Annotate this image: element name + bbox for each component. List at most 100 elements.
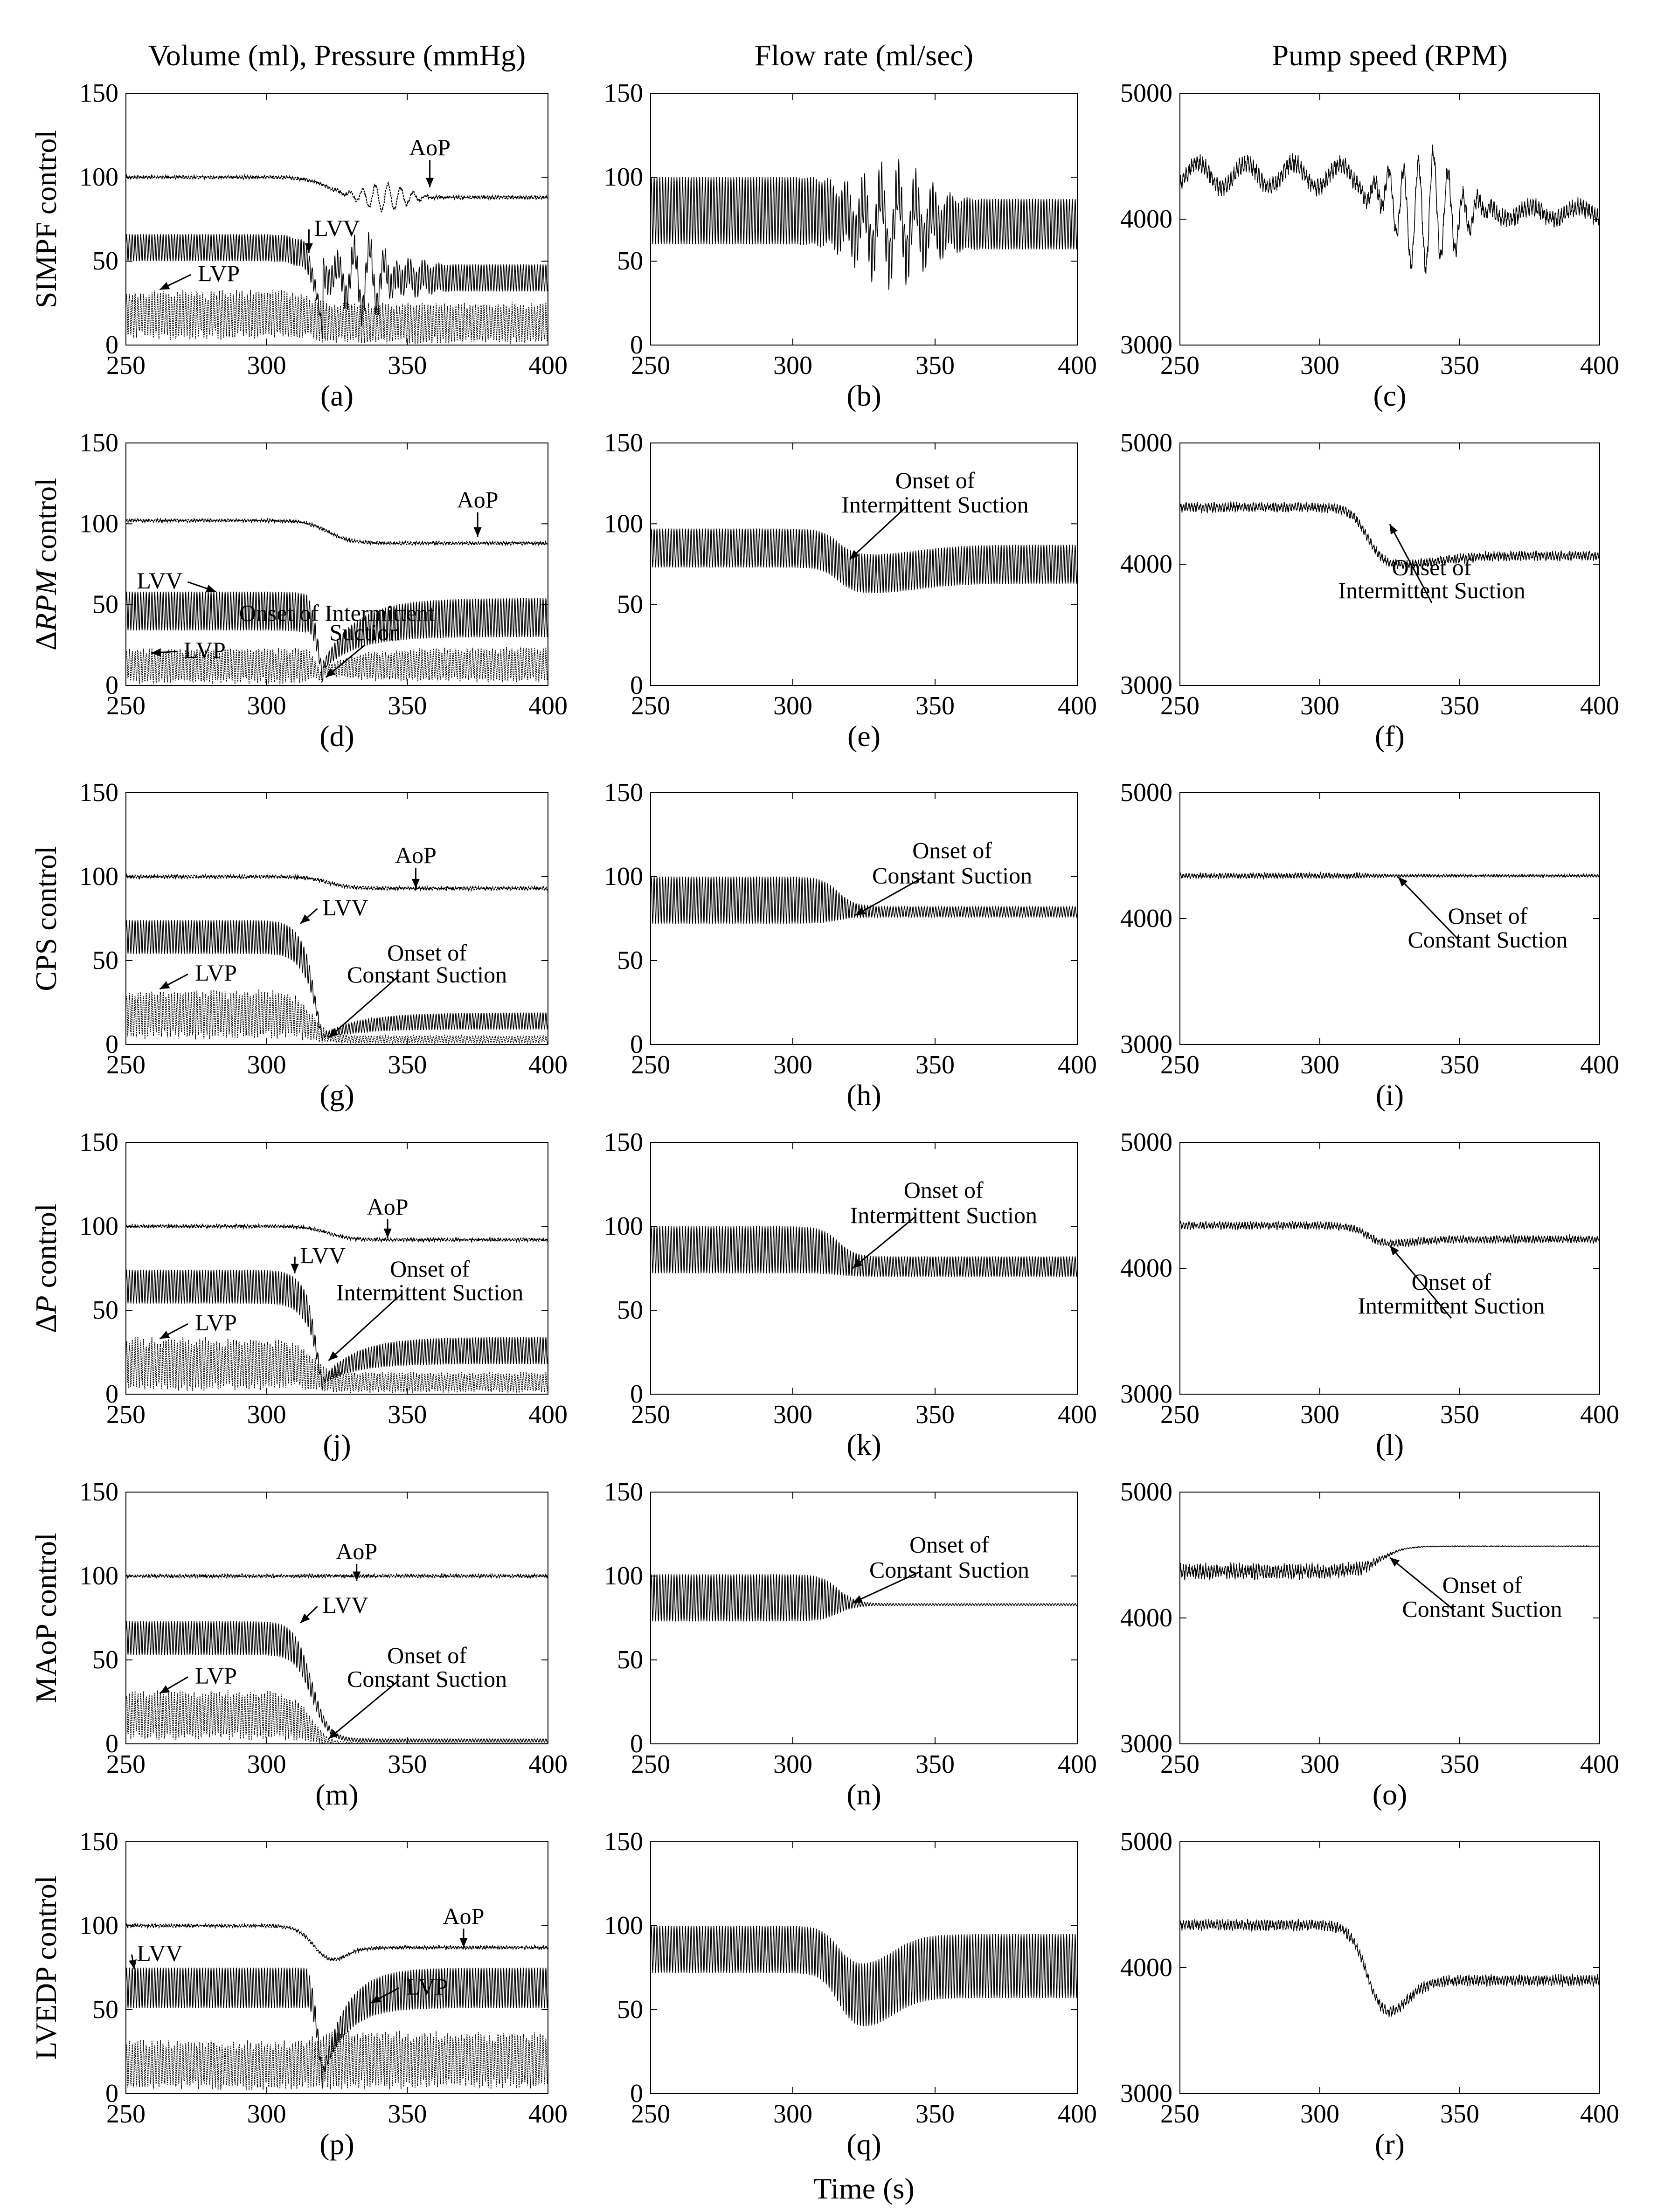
arrow-head (151, 648, 161, 657)
x-axis-label: Time (s) (813, 2172, 914, 2205)
axes-frame (1179, 1142, 1600, 1395)
y-tick-label: 150 (604, 429, 643, 457)
axes-frame (650, 792, 1078, 1045)
series-flow (651, 159, 1077, 290)
svg-text:MAoP control: MAoP control (29, 1533, 62, 1703)
annotation: Constant Suction (347, 961, 507, 988)
panel-label: (o) (1373, 1778, 1407, 1811)
annotation: AoP (367, 1194, 409, 1220)
series-speed (1180, 145, 1599, 275)
svg-text:CPS control: CPS control (29, 846, 62, 991)
series-flow (651, 528, 1077, 594)
annotation: Constant Suction (1402, 1596, 1562, 1622)
y-tick-label: 4000 (1120, 550, 1172, 579)
axes-frame (650, 93, 1078, 346)
panel-label: (i) (1376, 1078, 1404, 1112)
x-tick-label: 350 (388, 2100, 427, 2129)
x-tick-label: 400 (1580, 1051, 1619, 1079)
y-tick-label: 100 (604, 509, 643, 538)
x-tick-label: 250 (106, 1400, 146, 1429)
annotation: Intermittent Suction (1338, 577, 1525, 603)
axes-frame (125, 442, 548, 686)
y-tick-label: 50 (92, 1296, 118, 1325)
arrow-head (353, 1571, 361, 1581)
panel-label: (h) (846, 1078, 881, 1112)
y-tick-label: 50 (617, 946, 643, 975)
y-tick-label: 50 (617, 1296, 643, 1325)
annotation: AoP (336, 1538, 377, 1564)
x-tick-label: 250 (106, 1750, 146, 1779)
annotation: Intermittent Suction (336, 1279, 523, 1305)
x-tick-label: 250 (1160, 1051, 1199, 1079)
svg-text:ΔRPM control: ΔRPM control (29, 478, 62, 650)
annotation: Onset of Intermittent (239, 600, 435, 626)
y-tick-label: 0 (630, 1030, 643, 1059)
x-tick-label: 350 (915, 351, 955, 380)
y-tick-label: 4000 (1120, 205, 1172, 234)
y-tick-label: 0 (630, 331, 643, 359)
y-tick-label: 5000 (1120, 79, 1172, 108)
annotation: Onset of (1392, 554, 1472, 580)
annotation: LVV (314, 215, 360, 241)
series-aop (126, 1223, 548, 1244)
panel-label: (c) (1373, 379, 1406, 412)
y-tick-label: 50 (617, 247, 643, 276)
arrow-head (1390, 1557, 1400, 1567)
panel-label: (n) (846, 1778, 881, 1811)
svg-text:ΔP control: ΔP control (29, 1203, 62, 1333)
annotation: LVV (323, 1592, 368, 1618)
y-tick-label: 0 (105, 2079, 118, 2108)
axes-frame (1179, 93, 1600, 346)
y-tick-label: 100 (79, 509, 118, 538)
panel-g: 250 300 350 400 0 50 100 150 (g) AoP LVV Onset ofCo… (79, 778, 568, 1112)
annotation-arrow (1397, 876, 1461, 942)
x-tick-label: 350 (1440, 1750, 1479, 1779)
y-tick-label: 150 (604, 1128, 643, 1157)
annotation: Onset of (1448, 903, 1528, 929)
annotation: Constant Suction (872, 862, 1032, 888)
y-tick-label: 0 (630, 671, 643, 700)
x-tick-label: 300 (247, 1400, 286, 1429)
y-tick-label: 3000 (1120, 1380, 1172, 1409)
y-tick-label: 100 (604, 1911, 643, 1940)
x-tick-label: 350 (915, 691, 955, 720)
annotation: LVP (406, 1974, 448, 2000)
arrow-head (129, 1959, 137, 1970)
panel-p: 250 300 350 400 0 50 100 150 (p) AoP LVV LVP (79, 1827, 568, 2161)
x-tick-label: 400 (1580, 2100, 1619, 2129)
series-aop (126, 1572, 548, 1580)
axes-frame (125, 1142, 548, 1395)
series-lvp (126, 1690, 547, 1743)
annotation: LVP (195, 1309, 237, 1335)
annotation-arrow (855, 876, 925, 916)
y-tick-label: 50 (92, 1995, 118, 2024)
x-tick-label: 400 (528, 351, 568, 380)
annotation: Onset of (912, 837, 992, 863)
x-tick-label: 250 (106, 351, 146, 380)
x-tick-label: 250 (1160, 1750, 1199, 1779)
x-tick-label: 250 (631, 691, 670, 720)
annotation: Onset of (387, 940, 467, 966)
svg-text:SIMPF control: SIMPF control (29, 130, 62, 308)
x-tick-label: 300 (247, 351, 286, 380)
y-tick-label: 150 (604, 778, 643, 807)
y-tick-label: 150 (604, 79, 643, 108)
y-tick-label: 150 (79, 429, 118, 457)
annotation-arrow (849, 505, 908, 560)
y-tick-label: 4000 (1120, 1953, 1172, 1982)
annotation: Onset of (387, 1642, 467, 1668)
x-tick-label: 400 (528, 2100, 568, 2129)
series-flow (651, 1574, 1077, 1622)
series-lvp (126, 290, 548, 344)
x-tick-label: 300 (773, 1750, 812, 1779)
axes-frame (125, 1492, 548, 1744)
axes-frame (125, 93, 548, 346)
column-title: Pump speed (RPM) (1272, 39, 1508, 72)
y-tick-label: 50 (92, 946, 118, 975)
panel-f: 250 300 350 400 3000 4000 5000 (f) Onset ofInter… (1120, 429, 1619, 753)
x-tick-label: 350 (1440, 1400, 1479, 1429)
y-tick-label: 50 (92, 1645, 118, 1674)
arrow-head (426, 178, 434, 187)
y-tick-label: 100 (79, 1562, 118, 1590)
